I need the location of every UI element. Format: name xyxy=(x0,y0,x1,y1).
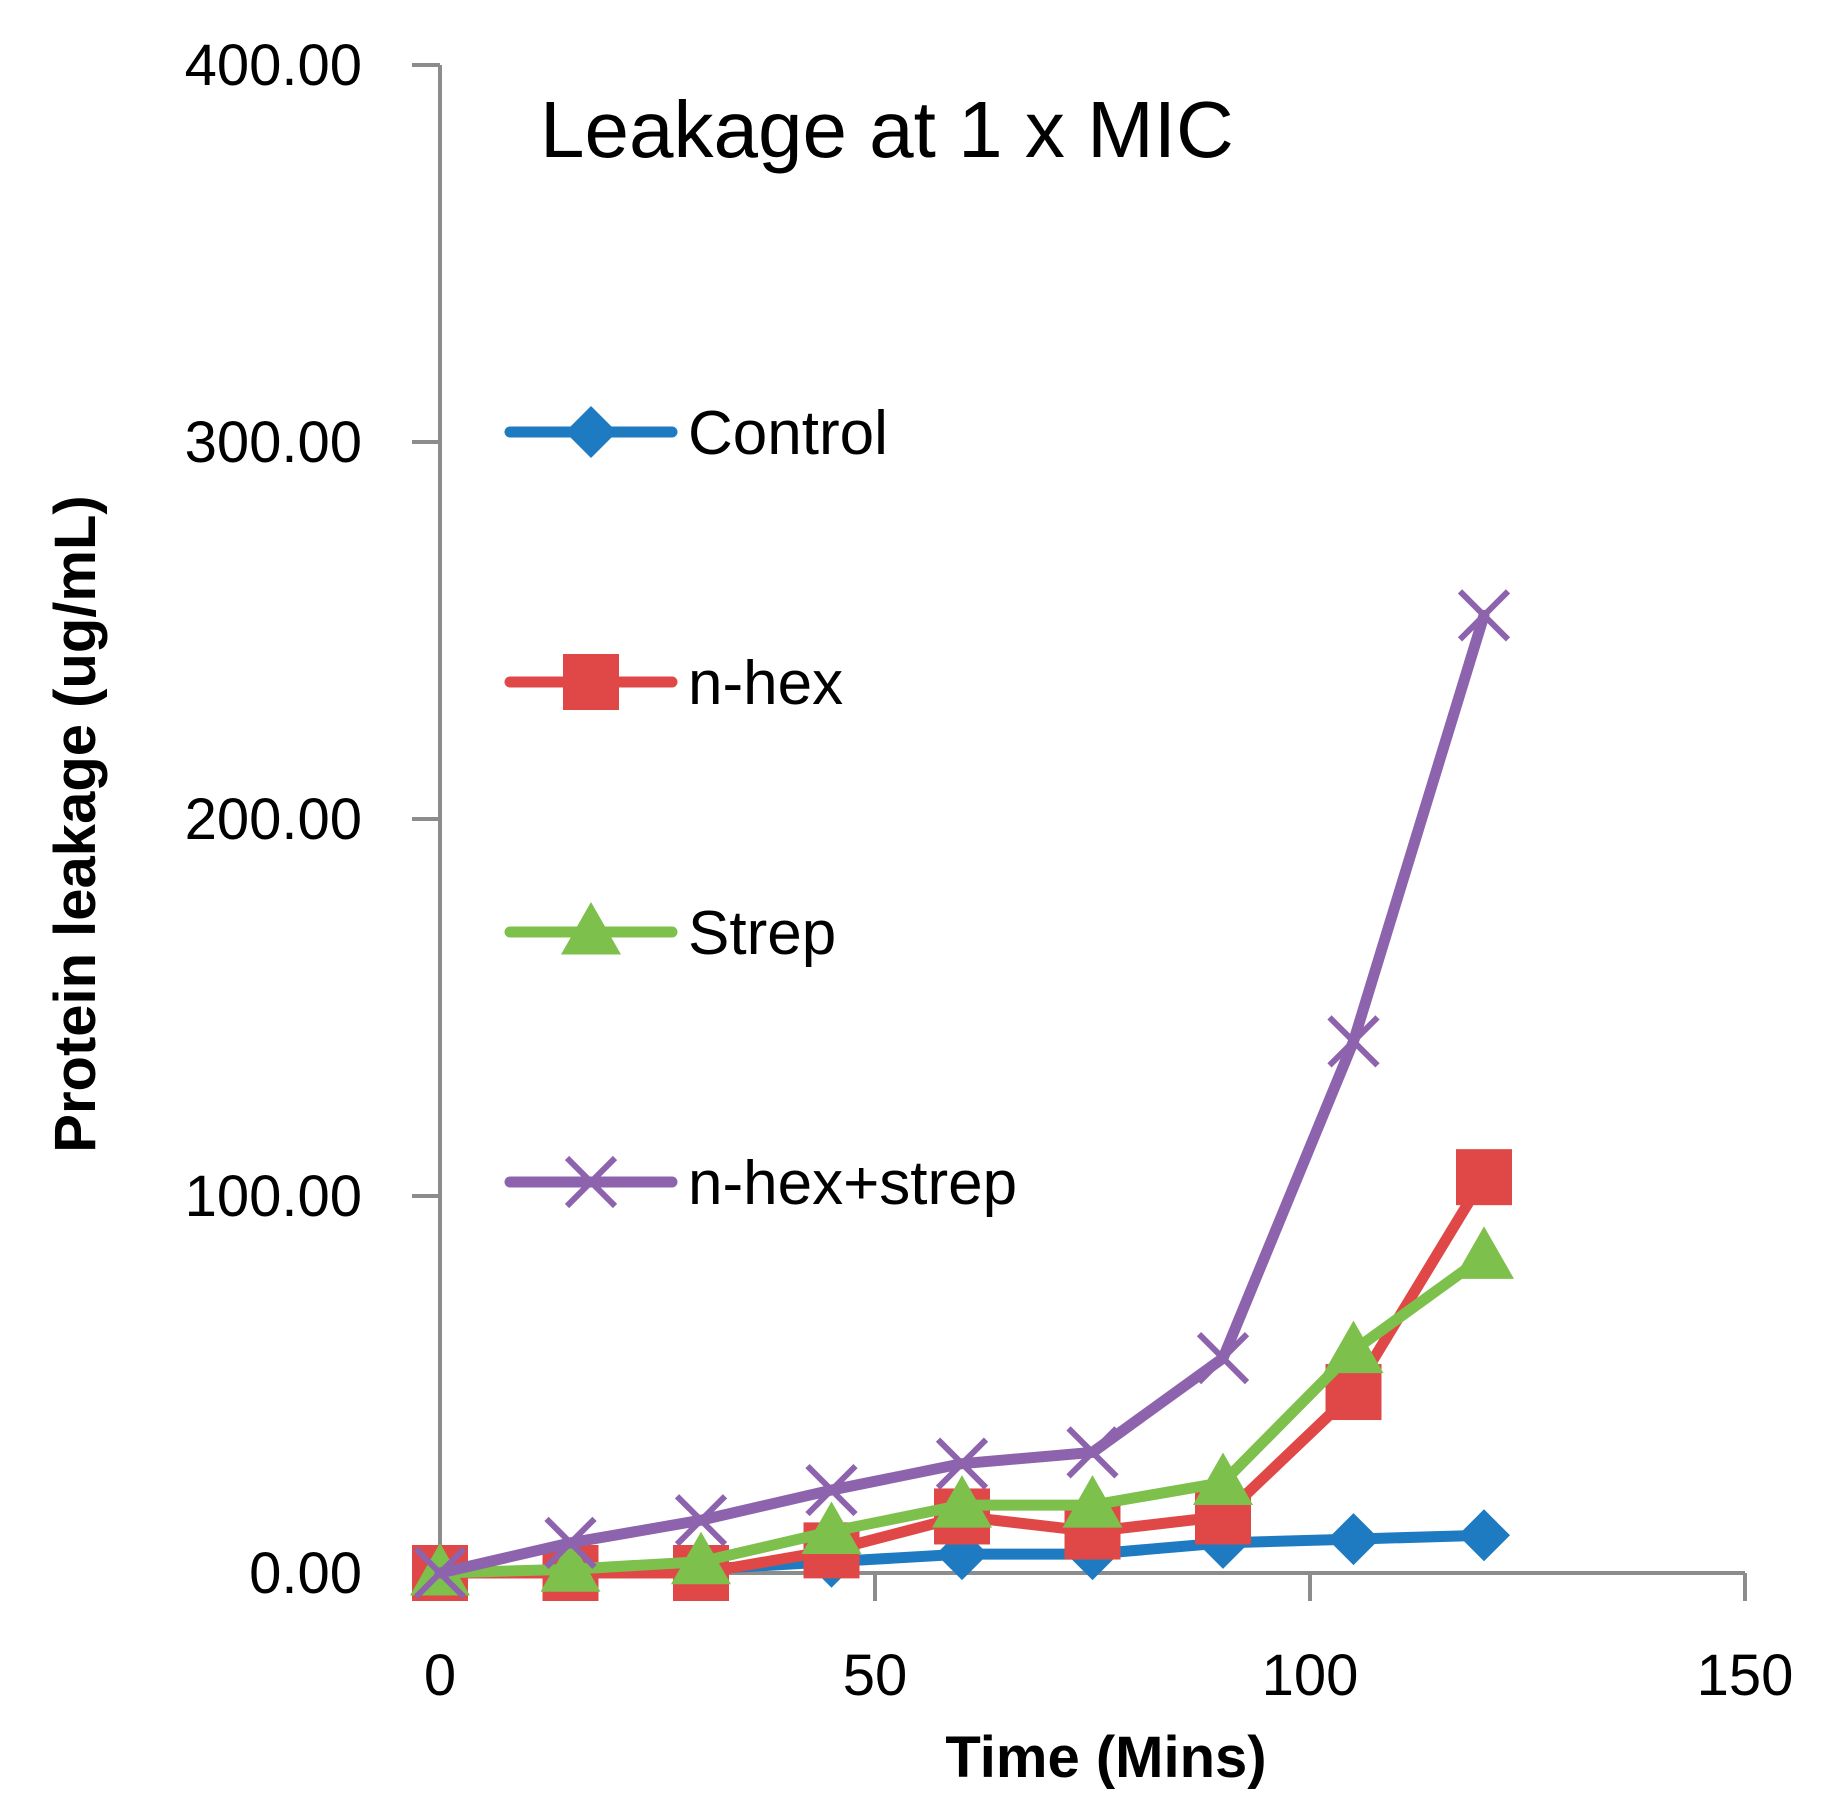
legend-entry: Strep xyxy=(504,899,836,968)
data-point xyxy=(1066,1426,1119,1479)
x-tick-label: 50 xyxy=(843,1643,908,1708)
data-point xyxy=(801,1501,862,1555)
legend-label: Strep xyxy=(688,899,836,968)
legend-label: n-hex xyxy=(688,649,843,718)
series-strep xyxy=(410,1226,1514,1596)
y-axis-title: Protein leakage (ug/mL) xyxy=(43,495,108,1152)
legend-entry: Control xyxy=(504,399,888,468)
data-point xyxy=(1323,1320,1384,1374)
legend-label: n-hex+strep xyxy=(688,1149,1017,1218)
x-tick-label: 150 xyxy=(1697,1643,1794,1708)
data-point xyxy=(544,1516,597,1569)
data-point xyxy=(1458,1509,1510,1562)
chart-title: Leakage at 1 x MIC xyxy=(540,85,1234,174)
data-point xyxy=(1196,1331,1250,1385)
legend-marker xyxy=(564,1155,618,1209)
data-point xyxy=(932,1475,992,1528)
x-tick-label: 0 xyxy=(424,1643,456,1708)
y-tick-label: 300.00 xyxy=(185,410,362,475)
y-tick-label: 400.00 xyxy=(185,33,362,98)
series-n-hex-strep xyxy=(413,589,1511,1600)
legend-entry: n-hex+strep xyxy=(504,1149,1017,1218)
x-axis-title: Time (Mins) xyxy=(945,1725,1266,1790)
legend-marker xyxy=(561,902,621,955)
data-point xyxy=(1193,1452,1253,1506)
data-point xyxy=(1062,1475,1123,1528)
data-point xyxy=(674,1494,728,1547)
legend-label: Control xyxy=(688,399,888,468)
data-point xyxy=(1454,1226,1514,1279)
legend-entry: n-hex xyxy=(504,649,843,718)
data-point xyxy=(671,1531,731,1585)
series-line xyxy=(434,609,1490,1579)
legend-marker xyxy=(565,406,617,458)
data-point xyxy=(1456,1149,1512,1206)
legend-marker xyxy=(563,654,619,710)
legend: Control n-hex Strep n-hex+strep xyxy=(504,399,1017,1218)
x-tick-label: 100 xyxy=(1262,1643,1359,1708)
data-point xyxy=(1457,589,1511,642)
plot-area xyxy=(410,589,1514,1601)
data-point xyxy=(805,1463,858,1517)
data-point xyxy=(413,1546,467,1600)
data-point xyxy=(1327,1513,1380,1566)
y-tick-label: 200.00 xyxy=(185,787,362,852)
y-tick-label: 100.00 xyxy=(185,1164,362,1229)
data-point xyxy=(935,1437,989,1490)
data-point xyxy=(540,1539,601,1592)
y-tick-label: 0.00 xyxy=(249,1541,362,1606)
data-point xyxy=(1327,1015,1380,1068)
